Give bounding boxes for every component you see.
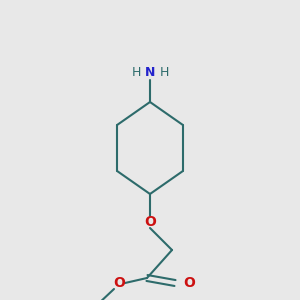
Text: O: O (144, 215, 156, 229)
Text: O: O (113, 276, 125, 290)
Text: H: H (159, 65, 169, 79)
Text: N: N (145, 65, 155, 79)
Text: O: O (183, 276, 195, 290)
Text: H: H (131, 65, 141, 79)
